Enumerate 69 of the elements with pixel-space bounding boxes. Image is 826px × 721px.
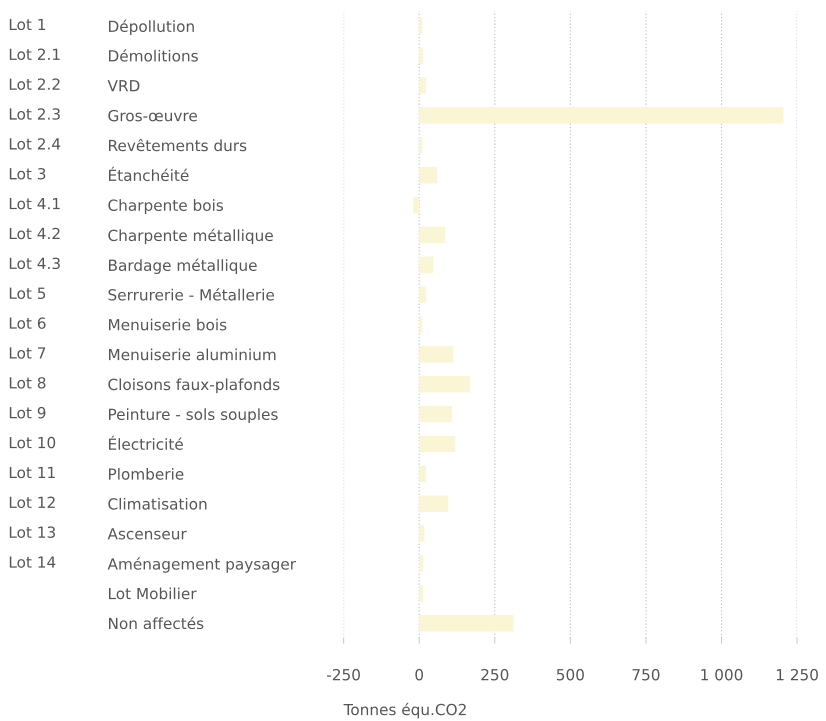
x-tick-label: 250 xyxy=(481,668,508,680)
y-tick-label: Cloisons faux-plafonds xyxy=(108,378,280,394)
text: Lot 5 xyxy=(10,288,46,300)
y-tick-label: Dépollution xyxy=(109,20,194,36)
y-tick-label: Menuiserie aluminium xyxy=(109,348,276,360)
y-tick-label: Plomberie xyxy=(109,468,184,480)
y-tick-label: Bardage métallique xyxy=(109,258,257,274)
bar xyxy=(419,107,784,124)
bar xyxy=(419,77,426,94)
x-tick-label: 1 000 xyxy=(701,668,742,680)
y-tick-label: Gros-œuvre xyxy=(108,110,197,122)
y-tick-label: Charpente métallique xyxy=(108,228,273,244)
bar xyxy=(419,137,422,154)
text: Lot 2.4 xyxy=(10,138,60,150)
y-tick-label: Électricité xyxy=(109,436,183,450)
y-tick-label: Ascenseur xyxy=(108,528,187,540)
y-tick-label: Revêtements durs xyxy=(109,138,246,152)
bar xyxy=(419,466,426,482)
y-tick-label: VRD xyxy=(108,80,140,92)
text: Lot 4.1 xyxy=(10,198,60,210)
bar xyxy=(419,18,422,34)
x-axis-title: Tonnes équ.CO2 xyxy=(344,702,466,718)
bar xyxy=(413,196,420,214)
y-tick-label: Climatisation xyxy=(108,498,206,510)
text: Lot 7 xyxy=(10,347,46,359)
x-tick-label: 500 xyxy=(556,668,584,680)
bar xyxy=(419,585,424,602)
text: Lot 2.2 xyxy=(10,78,60,90)
bar xyxy=(419,495,448,512)
x-tick-label: -250 xyxy=(327,668,360,680)
bar xyxy=(419,436,456,452)
bar xyxy=(419,614,514,632)
x-tick-label: 750 xyxy=(632,668,660,680)
bar xyxy=(419,376,470,392)
y-tick-label: Non affectés xyxy=(109,616,204,630)
y-tick-label: Charpente bois xyxy=(108,199,224,214)
text: Lot 3 xyxy=(10,168,46,180)
text: Lot 1 xyxy=(10,18,46,30)
bar xyxy=(419,316,422,333)
bar xyxy=(419,47,424,64)
text: Lot 6 xyxy=(10,317,46,329)
text: Lot 4.2 xyxy=(10,228,60,240)
y-tick-label: Démolitions xyxy=(109,49,198,62)
y-tick-label: Serrurerie - Métallerie xyxy=(108,288,274,301)
y-tick-label: Étanchéité xyxy=(109,166,188,182)
y-tick-label: Lot Mobilier xyxy=(109,587,197,600)
y-tick-label: Peinture - sols souples xyxy=(109,408,278,424)
bar xyxy=(419,555,424,572)
bar xyxy=(419,286,426,303)
bar xyxy=(419,346,454,363)
bar xyxy=(419,525,424,542)
text: Lot 13 xyxy=(10,526,55,538)
text: Lot 12 xyxy=(10,496,55,508)
y-tick-label: Menuiserie bois xyxy=(109,318,226,330)
bar xyxy=(419,166,438,184)
y-tick-label: Aménagement paysager xyxy=(108,557,296,573)
bar xyxy=(419,406,452,422)
text: Lot 2.1 xyxy=(10,48,60,60)
x-tick-label: 0 xyxy=(415,668,424,680)
text: Lot 10 xyxy=(10,436,56,448)
text: Lot 14 xyxy=(10,556,56,568)
bar xyxy=(419,256,434,273)
text: Lot 4.3 xyxy=(10,258,60,270)
x-tick-label: 1 250 xyxy=(776,668,818,680)
text: Lot 11 xyxy=(10,466,55,478)
bar xyxy=(419,226,446,244)
text: Lot 8 xyxy=(10,377,46,389)
text: Lot 9 xyxy=(10,406,46,418)
text: Lot 2.3 xyxy=(10,108,60,120)
